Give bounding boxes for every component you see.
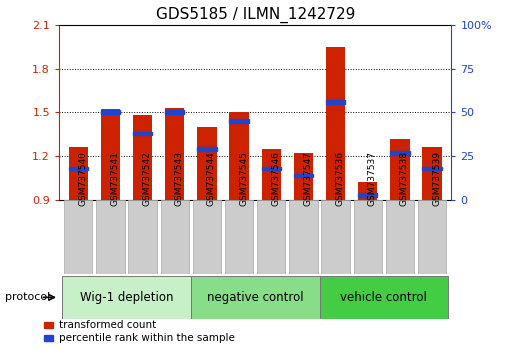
Bar (101, 110, 120, 114)
Text: GSM737545: GSM737545 (239, 151, 248, 206)
FancyBboxPatch shape (322, 200, 350, 274)
FancyBboxPatch shape (289, 200, 318, 274)
Bar (69, 147, 88, 200)
Bar (358, 193, 378, 197)
Text: percentile rank within the sample: percentile rank within the sample (59, 333, 235, 343)
Bar (229, 119, 249, 123)
Bar (229, 113, 249, 200)
Bar (133, 132, 152, 135)
Bar (423, 167, 442, 170)
Bar (262, 167, 281, 170)
Bar (390, 139, 409, 200)
Text: GSM737537: GSM737537 (368, 151, 377, 206)
Bar (294, 153, 313, 200)
Bar (262, 149, 281, 200)
Bar (198, 147, 216, 151)
Text: GSM737539: GSM737539 (432, 151, 441, 206)
Bar (191, 276, 320, 319)
Bar (62, 276, 191, 319)
Text: GSM737538: GSM737538 (400, 151, 409, 206)
Text: GSM737544: GSM737544 (207, 151, 216, 206)
Text: GSM737536: GSM737536 (336, 151, 345, 206)
FancyBboxPatch shape (128, 200, 157, 274)
Text: transformed count: transformed count (59, 320, 156, 330)
FancyBboxPatch shape (418, 200, 446, 274)
Title: GDS5185 / ILMN_1242729: GDS5185 / ILMN_1242729 (155, 7, 355, 23)
FancyBboxPatch shape (225, 200, 253, 274)
Text: negative control: negative control (207, 291, 304, 304)
Bar (165, 110, 185, 114)
Text: GSM737542: GSM737542 (143, 151, 152, 206)
Text: GSM737547: GSM737547 (304, 151, 312, 206)
FancyBboxPatch shape (193, 200, 221, 274)
Bar (320, 276, 448, 319)
Bar (69, 167, 88, 170)
FancyBboxPatch shape (386, 200, 414, 274)
Bar (358, 183, 378, 200)
Bar (423, 147, 442, 200)
Text: GSM737541: GSM737541 (110, 151, 120, 206)
Bar (294, 173, 313, 177)
FancyBboxPatch shape (64, 200, 92, 274)
FancyBboxPatch shape (353, 200, 382, 274)
Text: Wig-1 depletion: Wig-1 depletion (80, 291, 173, 304)
Text: GSM737546: GSM737546 (271, 151, 280, 206)
Text: protocol: protocol (5, 292, 50, 302)
FancyBboxPatch shape (96, 200, 125, 274)
Bar (390, 151, 409, 155)
FancyBboxPatch shape (161, 200, 189, 274)
Bar (133, 115, 152, 200)
Bar (101, 109, 120, 200)
Text: vehicle control: vehicle control (341, 291, 427, 304)
FancyBboxPatch shape (257, 200, 285, 274)
Bar (198, 127, 216, 200)
Bar (165, 108, 185, 200)
Bar (326, 100, 345, 104)
Bar (326, 47, 345, 200)
Text: GSM737540: GSM737540 (78, 151, 87, 206)
Text: GSM737543: GSM737543 (175, 151, 184, 206)
